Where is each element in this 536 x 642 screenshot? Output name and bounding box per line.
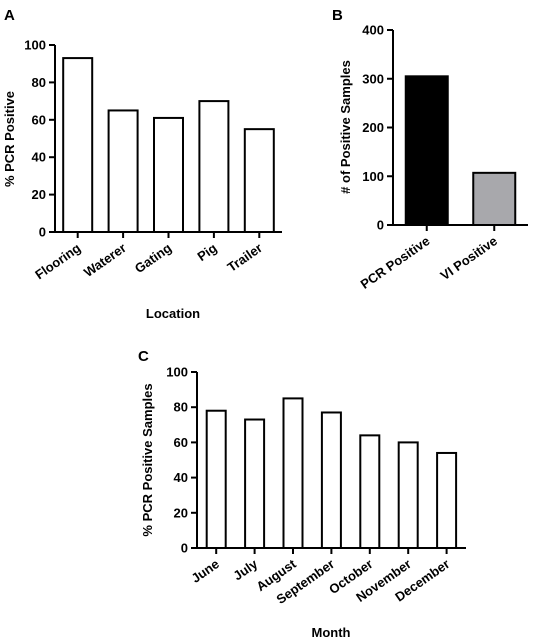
panel-c: C 0 20 40 60 80 100 June JulyAugustSeptemberOc… — [138, 348, 466, 640]
panel-b-x-tick-labels: PCR Positive VI Positive — [358, 225, 500, 292]
panel-c-bar-november — [397, 441, 419, 549]
panel-a-bar-waterer — [107, 109, 139, 233]
panel-c-y-axis-title: % PCR Positive Samples — [140, 383, 155, 536]
panel-c-bar-july — [244, 418, 266, 549]
panel-a-y-tick-label: 80 — [32, 75, 46, 90]
panel-c-y-tick-label: 0 — [181, 541, 188, 556]
panel-b-y-tick-label: 400 — [362, 23, 384, 38]
panel-label-a: A — [4, 7, 15, 24]
panel-a-bar-pig — [198, 100, 230, 233]
panel-a-bar-trailer — [243, 128, 275, 233]
panel-a-y-tick-label: 60 — [32, 112, 46, 127]
panel-a-x-tick-label: Waterer — [81, 240, 129, 280]
panel-b-y-tick-label: 0 — [377, 218, 384, 233]
panel-c-y-tick-label: 20 — [174, 505, 188, 520]
panel-c-y-tick-label: 40 — [174, 470, 188, 485]
panel-label-c: C — [138, 348, 149, 365]
panel-a-bar-gating — [153, 116, 184, 233]
panel-c-bar-september — [320, 411, 342, 550]
panel-b-bar-vi-positive — [472, 171, 517, 226]
panel-c-bar-june — [205, 409, 227, 549]
panel-a-y-tick-label: 40 — [32, 150, 46, 165]
panel-b-y-axis-title: # of Positive Samples — [338, 60, 353, 194]
panel-label-b: B — [332, 7, 343, 24]
panel-c-y-tick-label: 60 — [174, 435, 188, 450]
panel-b-y-tick-label: 300 — [362, 71, 384, 86]
panel-a-x-axis-title: Location — [146, 306, 200, 321]
panel-c-bar-october — [359, 434, 381, 549]
panel-a-bars — [62, 57, 275, 234]
panel-a-y-tick-label: 100 — [24, 38, 46, 53]
panel-c-bar-august — [282, 397, 304, 549]
panel-b-x-tick-label: VI Positive — [438, 233, 500, 283]
panel-a-y-ticks: 0 20 40 60 80 100 — [24, 38, 55, 240]
panel-a-y-tick-label: 20 — [32, 187, 46, 202]
panel-a-x-tick-label: Gating — [132, 240, 174, 276]
panel-b-x-tick-label: PCR Positive — [358, 233, 433, 292]
panel-c-x-tick-label: June — [188, 556, 221, 586]
panel-c-x-tick-labels: June JulyAugustSeptemberOctoberNovemberDe… — [188, 548, 452, 607]
panel-a-x-tick-label: Flooring — [32, 240, 83, 282]
panel-a-bar-flooring — [62, 57, 94, 234]
panel-a-y-tick-label: 0 — [39, 225, 46, 240]
panel-c-y-ticks: 0 20 40 60 80 100 — [166, 365, 197, 556]
panel-a-y-axis-title: % PCR Positive — [2, 91, 17, 187]
panel-c-bar-december — [436, 451, 458, 549]
panel-a-x-tick-label: Trailer — [224, 240, 265, 275]
panel-b-y-ticks: 0 100 200 300 400 — [362, 23, 393, 233]
panel-b-bar-pcr-positive — [404, 75, 449, 226]
panel-a-x-tick-label: Pig — [194, 240, 219, 264]
panel-b-y-tick-label: 200 — [362, 120, 384, 135]
panel-b-bars — [404, 75, 517, 226]
panel-b-y-tick-label: 100 — [362, 169, 384, 184]
panel-c-x-axis-title: Month — [312, 625, 351, 640]
panel-c-bars — [205, 397, 458, 550]
panel-c-y-tick-label: 100 — [166, 365, 188, 380]
panel-c-y-tick-label: 80 — [174, 400, 188, 415]
